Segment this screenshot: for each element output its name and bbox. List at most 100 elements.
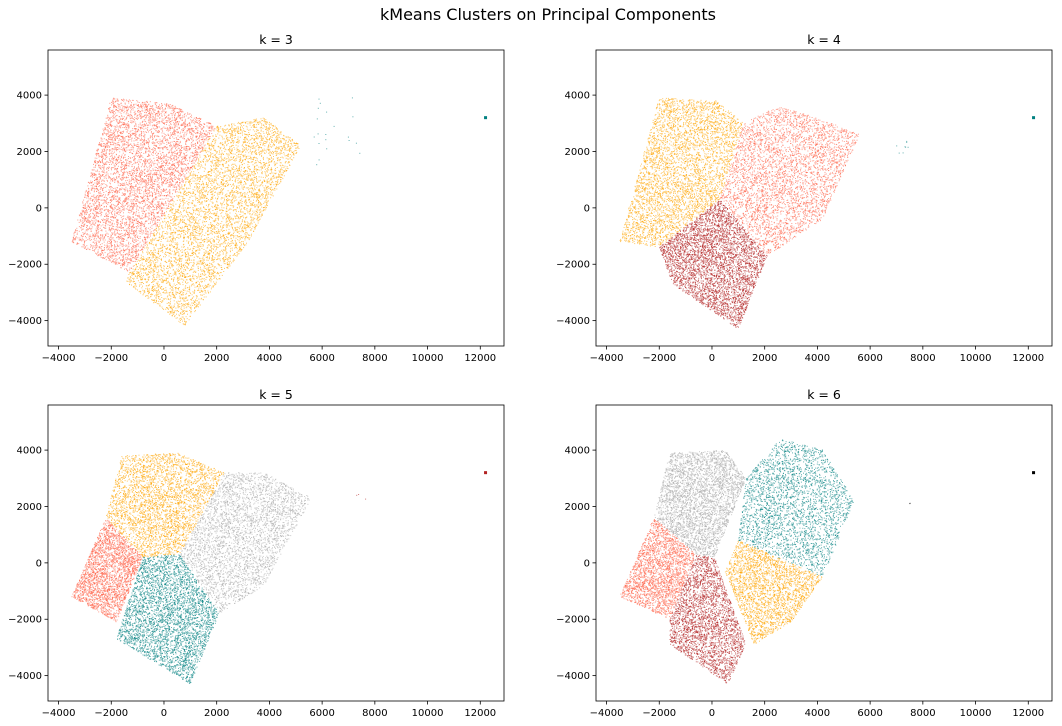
- cluster-0-point: [124, 137, 126, 139]
- cluster-0-point: [138, 124, 140, 126]
- cluster-0-point: [129, 209, 131, 211]
- cluster-0-point: [165, 107, 166, 109]
- cluster-0-point: [114, 127, 116, 129]
- cluster-0-point: [159, 117, 161, 119]
- cluster-0-point: [113, 216, 115, 218]
- cluster-0-point: [99, 206, 101, 208]
- cluster-0-point: [156, 131, 158, 133]
- cluster-0-point: [147, 173, 149, 175]
- cluster-0-point: [177, 181, 178, 182]
- cluster-0-point: [107, 142, 109, 144]
- cluster-0-point: [117, 184, 119, 186]
- cluster-0-point: [188, 129, 190, 131]
- cluster-0-point: [109, 124, 111, 126]
- cluster-0-point: [111, 261, 113, 263]
- cluster-0-point: [97, 252, 99, 253]
- cluster-0-point: [107, 123, 109, 125]
- cluster-0-point: [153, 218, 154, 220]
- cluster-0-point: [144, 138, 146, 140]
- cluster-0-point: [82, 236, 84, 237]
- cluster-0-point: [135, 211, 137, 213]
- cluster-0-point: [99, 227, 101, 229]
- cluster-0-point: [135, 185, 137, 187]
- cluster-0-point: [125, 258, 127, 260]
- cluster-0-point: [173, 144, 175, 146]
- cluster-0-point: [186, 124, 188, 126]
- cluster-0-point: [105, 186, 107, 188]
- cluster-0-point: [151, 202, 153, 204]
- cluster-0-point: [123, 205, 125, 207]
- cluster-0-point: [103, 170, 105, 172]
- cluster-0-point: [139, 233, 141, 234]
- cluster-0-point: [152, 119, 154, 120]
- cluster-0-point: [111, 261, 113, 263]
- cluster-0-point: [151, 233, 153, 234]
- cluster-0-point: [131, 177, 133, 178]
- cluster-0-point: [111, 252, 113, 254]
- cluster-0-point: [99, 155, 101, 157]
- cluster-0-point: [128, 234, 130, 236]
- cluster-0-point: [107, 209, 109, 211]
- cluster-0-point: [209, 122, 210, 124]
- cluster-0-point: [120, 250, 122, 252]
- cluster-0-point: [128, 126, 130, 128]
- cluster-0-point: [125, 99, 127, 101]
- cluster-0-point: [142, 163, 143, 165]
- cluster-0-point: [184, 156, 186, 158]
- cluster-0-point: [179, 187, 181, 189]
- cluster-0-point: [151, 212, 153, 214]
- cluster-0-point: [107, 240, 109, 242]
- cluster-0-point: [82, 211, 84, 213]
- cluster-0-point: [115, 255, 117, 257]
- cluster-0-point: [138, 114, 140, 116]
- cluster-0-point: [107, 241, 108, 243]
- cluster-0-point: [180, 135, 182, 137]
- cluster-0-point: [103, 149, 105, 151]
- cluster-0-point: [99, 253, 101, 254]
- cluster-0-point: [128, 232, 130, 234]
- cluster-0-point: [121, 204, 123, 206]
- cluster-0-point: [117, 254, 119, 255]
- cluster-0-point: [111, 155, 113, 157]
- cluster-0-point: [156, 107, 158, 109]
- cluster-0-point: [113, 239, 115, 241]
- cluster-0-point: [106, 219, 108, 221]
- cluster-0-point: [105, 256, 107, 258]
- cluster-0-point: [96, 163, 98, 165]
- cluster-0-point: [105, 212, 107, 214]
- cluster-0-point: [128, 209, 129, 211]
- cluster-0-point: [127, 237, 129, 239]
- cluster-0-point: [86, 227, 87, 228]
- cluster-0-point: [133, 112, 135, 114]
- cluster-0-point: [92, 200, 93, 202]
- cluster-0-point: [149, 207, 151, 209]
- cluster-0-point: [135, 125, 137, 127]
- cluster-0-point: [105, 213, 107, 215]
- cluster-0-point: [121, 206, 123, 208]
- cluster-0-point: [172, 184, 174, 186]
- cluster-0-point: [147, 143, 149, 145]
- cluster-0-point: [152, 205, 154, 207]
- cluster-0-point: [128, 217, 130, 219]
- cluster-0-point: [117, 190, 119, 192]
- cluster-0-point: [101, 211, 103, 213]
- cluster-0-point: [178, 175, 180, 177]
- cluster-0-point: [148, 201, 150, 203]
- cluster-0-point: [144, 243, 146, 244]
- cluster-0-point: [144, 168, 146, 170]
- cluster-0-point: [136, 253, 137, 255]
- cluster-0-point: [131, 229, 132, 231]
- cluster-0-point: [153, 180, 155, 182]
- cluster-0-point: [190, 116, 192, 118]
- cluster-0-point: [157, 130, 159, 132]
- cluster-0-point: [100, 194, 101, 196]
- cluster-0-point: [122, 264, 124, 266]
- cluster-0-point: [124, 184, 126, 186]
- cluster-0-point: [88, 188, 90, 190]
- cluster-0-point: [134, 159, 136, 161]
- cluster-0-point: [183, 128, 185, 130]
- cluster-0-point: [75, 229, 77, 231]
- cluster-0-point: [116, 170, 118, 172]
- cluster-0-point: [123, 164, 125, 166]
- cluster-0-point: [83, 240, 85, 242]
